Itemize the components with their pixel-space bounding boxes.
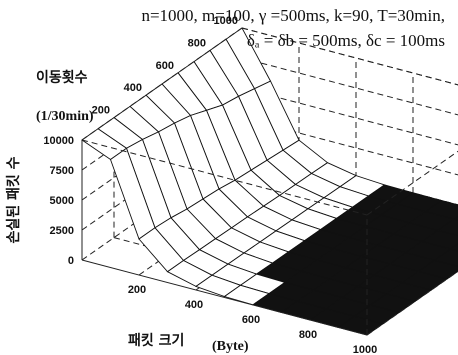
parameter-line-2: δₐ = δb = 500ms, δc = 100ms xyxy=(247,31,445,50)
y-tick-label: 600 xyxy=(156,60,174,72)
tick-labels: 0 2500 5000 7500 10000 200 400 600 800 1000 200 400… xyxy=(43,15,377,355)
y-tick-label: 200 xyxy=(92,105,110,117)
z-tick-label: 7500 xyxy=(50,165,74,177)
z-tick-label: 2500 xyxy=(50,225,74,237)
x-tick-label: 600 xyxy=(242,314,260,326)
parameter-line-1: n=1000, m=100, γ =500ms, k=90, T=30min, xyxy=(141,6,445,25)
z-tick-label: 0 xyxy=(68,255,74,267)
y-tick-label: 800 xyxy=(188,37,206,49)
x-tick-label: 1000 xyxy=(353,344,377,355)
z-axis-label: 손실된 패킷 수 xyxy=(5,156,22,243)
y-axis-unit: (1/30min) xyxy=(36,109,94,124)
x-tick-label: 200 xyxy=(128,284,146,296)
z-tick-label: 10000 xyxy=(43,135,74,147)
axis-edge-front xyxy=(81,139,368,216)
axes-box-front xyxy=(81,27,458,336)
x-tick-label: 400 xyxy=(185,299,203,311)
y-tick-label: 1000 xyxy=(214,15,238,27)
y-axis-label: 이동횟수 xyxy=(36,69,88,86)
axis-edge-front xyxy=(81,27,243,141)
axis-edge-front xyxy=(81,259,368,336)
axis-edge-front xyxy=(366,150,458,216)
x-axis-unit: (Byte) xyxy=(212,339,249,354)
x-axis-label: 패킷 크기 xyxy=(128,332,184,349)
axis-edge-front xyxy=(366,270,458,336)
y-tick-label: 400 xyxy=(124,82,142,94)
surface-mesh xyxy=(81,27,458,336)
z-tick-label: 5000 xyxy=(50,195,74,207)
x-tick-label: 800 xyxy=(299,329,317,341)
